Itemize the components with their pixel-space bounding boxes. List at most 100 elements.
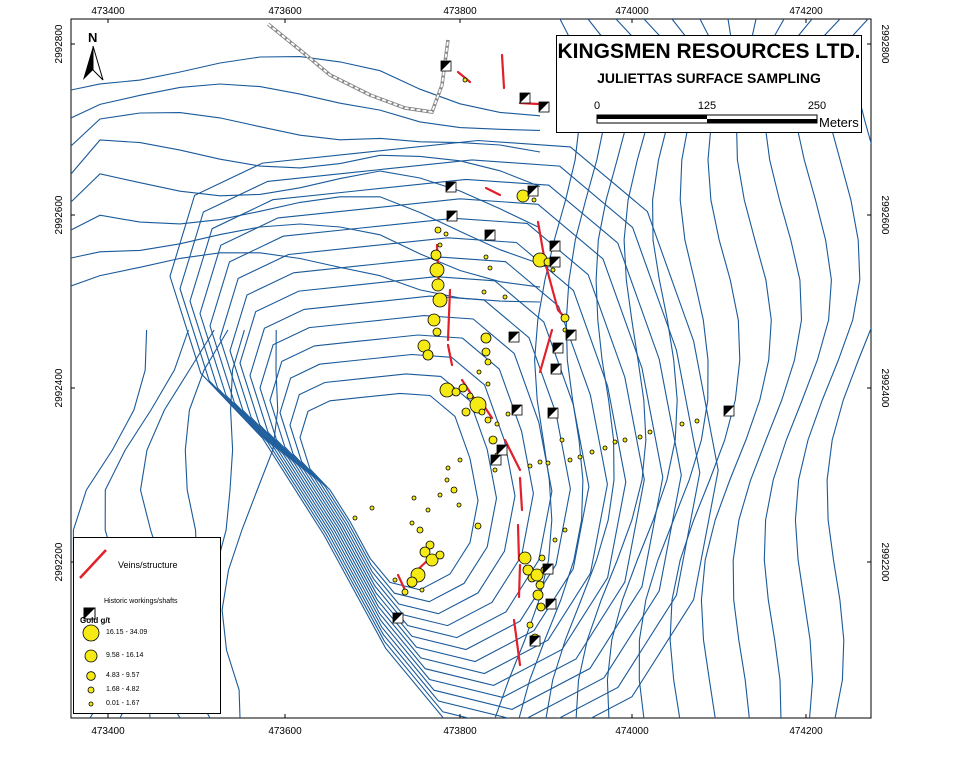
scale-bar: 0 125 250 Meters: [594, 100, 859, 130]
gold-sample-point: [531, 197, 537, 203]
gold-sample-point: [406, 576, 418, 588]
gold-sample-point: [552, 537, 558, 543]
gold-sample-point: [484, 358, 492, 366]
shaft-icon: [527, 185, 539, 197]
gold-sample-point: [462, 77, 468, 83]
scale-label-0: 0: [594, 100, 600, 112]
gold-sample-point: [419, 546, 431, 558]
legend-shaft-icon: [83, 607, 96, 620]
legend-gold-label: 9.58 - 16.14: [106, 652, 144, 659]
contour-line: [219, 237, 627, 686]
contour-line: [71, 196, 541, 265]
shaft-fill: [520, 93, 530, 103]
gold-sample-point: [432, 292, 448, 308]
vein-segment: [500, 53, 506, 90]
gold-sample-point: [439, 382, 455, 398]
gold-sample-point: [602, 445, 608, 451]
shaft-icon: [484, 229, 496, 241]
gold-sample-point: [481, 289, 487, 295]
gold-sample-point: [481, 347, 491, 357]
shaft-icon: [549, 240, 561, 252]
gold-sample-point: [427, 313, 441, 327]
legend-gold-class-1: [82, 624, 100, 642]
scale-unit: Meters: [819, 115, 859, 130]
contour-line: [289, 373, 498, 603]
gold-sample-point: [425, 507, 431, 513]
vein-segment: [538, 328, 554, 374]
contour-line: [826, 19, 871, 718]
gold-sample-point: [419, 587, 425, 593]
contour-line: [169, 139, 719, 718]
shaft-fill: [528, 186, 538, 196]
gold-sample-point: [437, 492, 443, 498]
gold-sample-point: [559, 437, 565, 443]
gold-sample-point: [432, 327, 442, 337]
shaft-icon: [445, 181, 457, 193]
shaft-icon: [552, 342, 564, 354]
shaft-icon: [511, 404, 523, 416]
gold-sample-point: [612, 439, 618, 445]
company-title: KINGSMEN RESOURCES LTD.: [557, 40, 861, 63]
contour-line: [71, 56, 541, 117]
gold-sample-point: [434, 226, 442, 234]
shaft-fill: [543, 564, 553, 574]
contour-line: [71, 83, 541, 131]
shaft-icon: [440, 60, 452, 72]
northing-right-label: 2992600: [879, 196, 890, 235]
gold-sample-point: [409, 520, 415, 526]
historic-shafts: [392, 60, 735, 647]
shaft-fill: [530, 636, 540, 646]
gold-sample-point: [560, 313, 570, 323]
gold-sample-point: [562, 527, 568, 533]
legend-gold-label: 16.15 - 34.09: [106, 629, 148, 636]
coordinate-ticks: [71, 19, 871, 718]
easting-top-label: 473600: [268, 6, 302, 17]
north-arrow-icon: N: [83, 30, 104, 81]
gold-sample-point: [679, 421, 685, 427]
gold-sample-point: [401, 588, 409, 596]
shaft-icon: [549, 256, 561, 268]
map-subtitle: JULIETTAS SURFACE SAMPLING: [597, 70, 821, 86]
legend-gold-title: Gold g/t: [80, 616, 111, 625]
gold-sample-point: [647, 429, 653, 435]
vein-segment: [516, 523, 521, 562]
shaft-icon: [547, 407, 559, 419]
gold-sample-point: [450, 486, 458, 494]
contour-line: [279, 353, 516, 615]
gold-sample-point: [637, 434, 643, 440]
gold-sample-point: [577, 454, 583, 460]
shaft-fill: [393, 613, 403, 623]
map-legend: Veins/structure Historic workings/shafts…: [73, 537, 221, 714]
gold-sample-point: [444, 477, 450, 483]
gold-sample-point: [369, 505, 375, 511]
shaft-icon: [545, 598, 557, 610]
easting-bottom-label: 473600: [268, 726, 302, 737]
contour-line: [71, 112, 541, 153]
gold-sample-point: [429, 262, 445, 278]
shaft-icon: [508, 331, 520, 343]
gold-sample-point: [484, 416, 492, 424]
legend-gold-class-3: [86, 671, 96, 681]
scale-label-250: 250: [808, 100, 826, 112]
legend-veins-label: Veins/structure: [118, 560, 178, 570]
vein-segment: [446, 288, 452, 342]
gold-sample-point: [550, 267, 556, 273]
gold-sample-point: [422, 349, 434, 361]
legend-workings-label: Historic workings/shafts: [104, 598, 178, 605]
title-block: KINGSMEN RESOURCES LTD. JULIETTAS SURFAC…: [556, 35, 862, 133]
legend-gold-label: 0.01 - 1.67: [106, 700, 140, 707]
shaft-fill: [546, 599, 556, 609]
shaft-fill: [548, 408, 558, 418]
vein-segment: [446, 343, 454, 367]
vein-segment: [484, 186, 502, 197]
easting-top-label: 474000: [615, 6, 649, 17]
gold-sample-point: [480, 332, 492, 344]
easting-top-label: 473800: [443, 6, 477, 17]
shaft-icon: [496, 444, 508, 456]
contour-line: [71, 139, 541, 188]
easting-top-label: 473400: [91, 6, 125, 17]
northing-right-label: 2992400: [879, 369, 890, 408]
gold-sample-point: [451, 387, 461, 397]
gold-sample-point: [532, 589, 544, 601]
shaft-icon: [392, 612, 404, 624]
